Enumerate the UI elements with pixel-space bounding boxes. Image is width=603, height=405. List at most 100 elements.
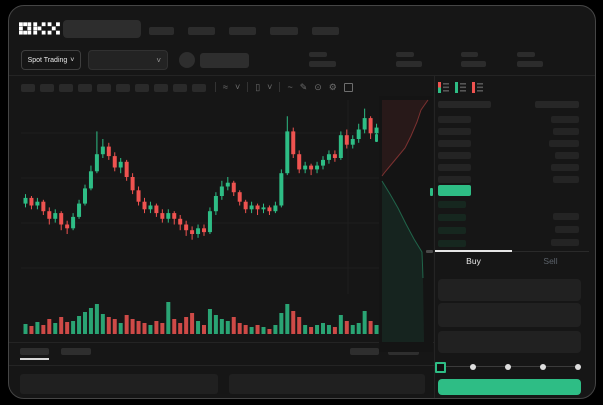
ask-row-price[interactable] [438, 128, 471, 135]
nav-item-placeholder[interactable] [188, 27, 215, 35]
chevron-down-icon[interactable]: ˅ [267, 82, 273, 92]
app-window: Spot Trading ˅ ˅ ≈ ˅ ▯ ˅ ~ ✎ ⊙ ⚙ [8, 5, 596, 399]
settings-icon[interactable]: ⚙ [328, 81, 337, 92]
stat-placeholder [461, 52, 486, 67]
main-nav [149, 27, 339, 35]
orderbook-header-placeholder [535, 101, 579, 108]
nav-item-placeholder[interactable] [229, 27, 256, 35]
last-price-badge[interactable] [438, 185, 471, 196]
bottom-panel-placeholder [229, 374, 425, 394]
panel-divider [434, 76, 435, 398]
chart-type-icon[interactable]: ▯ [255, 81, 261, 92]
active-tab-underline [435, 250, 512, 252]
chevron-down-icon: ˅ [70, 56, 75, 64]
slider-stop[interactable] [540, 364, 546, 370]
orderbook-view-bids-only[interactable] [455, 82, 466, 93]
ask-row-amount [551, 164, 579, 171]
slider-stop[interactable] [470, 364, 476, 370]
okx-logo [19, 22, 60, 35]
amount-field[interactable] [438, 303, 581, 327]
stat-placeholder [396, 52, 422, 67]
timeframe-button[interactable] [21, 84, 35, 92]
search-input[interactable] [63, 20, 141, 38]
price-field[interactable] [438, 279, 581, 301]
ask-row-price[interactable] [438, 152, 471, 159]
volume-chart [23, 302, 379, 334]
coin-icon [179, 52, 195, 68]
slider-stop[interactable] [575, 364, 581, 370]
ask-row-amount [549, 140, 579, 147]
orderbook-header-placeholder [438, 101, 491, 108]
bid-row-price[interactable] [438, 240, 466, 247]
timeframe-button[interactable] [40, 84, 54, 92]
timeframe-button[interactable] [154, 84, 168, 92]
stat-placeholder [517, 52, 543, 67]
chevron-down-icon[interactable]: ˅ [234, 82, 241, 92]
draw-icon[interactable]: ✎ [299, 81, 308, 92]
bid-row-price[interactable] [438, 227, 466, 234]
price-tick [375, 134, 378, 142]
tab-sell[interactable]: Sell [543, 256, 558, 266]
ask-row-amount [553, 176, 579, 183]
indicator-icon[interactable]: ≈ [223, 82, 228, 92]
timeframe-button[interactable] [97, 84, 111, 92]
ask-row-price[interactable] [438, 140, 471, 147]
ask-row-price[interactable] [438, 164, 471, 171]
stat-placeholder [309, 52, 336, 67]
bottom-panel-placeholder [20, 374, 218, 394]
price-tick [430, 188, 433, 196]
timeframe-row [21, 82, 206, 94]
orderbook-view-asks-only[interactable] [472, 82, 483, 93]
timeframe-button[interactable] [192, 84, 206, 92]
bid-row-price[interactable] [438, 201, 466, 208]
chevron-down-icon: ˅ [156, 55, 161, 65]
nav-item-placeholder[interactable] [149, 27, 174, 35]
orderbook-view-both-sides[interactable] [438, 82, 449, 93]
ask-row-amount [551, 116, 579, 123]
total-field[interactable] [438, 331, 581, 353]
divider [9, 365, 434, 366]
pair-name-placeholder [200, 53, 249, 68]
buy-button[interactable] [438, 379, 581, 395]
nav-item-placeholder[interactable] [270, 27, 298, 35]
bottom-tab[interactable] [20, 348, 49, 355]
timeframe-button[interactable] [116, 84, 130, 92]
chart-toolbar-icons: ≈ ˅ ▯ ˅ ~ ✎ ⊙ ⚙ [215, 79, 353, 95]
divider [512, 251, 589, 252]
ask-row-price[interactable] [438, 116, 471, 123]
nav-item-placeholder[interactable] [312, 27, 339, 35]
timeframe-button[interactable] [135, 84, 149, 92]
slider-handle[interactable] [435, 362, 446, 373]
ask-row-price[interactable] [438, 176, 471, 183]
bid-row-amount [555, 226, 579, 233]
bid-row-price[interactable] [438, 214, 466, 221]
bid-row-amount [551, 239, 579, 246]
divider [9, 342, 434, 343]
timeframe-button[interactable] [78, 84, 92, 92]
bottom-tabs [9, 347, 434, 363]
ask-row-amount [555, 152, 579, 159]
camera-icon[interactable]: ⊙ [314, 81, 322, 92]
orderbook-trade-panel: Buy Sell [435, 76, 589, 398]
top-bar [9, 6, 595, 46]
fullscreen-icon[interactable] [343, 82, 353, 92]
timeframe-button[interactable] [173, 84, 187, 92]
active-tab-underline [20, 358, 49, 360]
bid-row-amount [553, 213, 579, 220]
header-divider [9, 75, 595, 76]
line-tool-icon[interactable]: ~ [287, 82, 293, 92]
bottom-tab[interactable] [61, 348, 91, 355]
bottom-action[interactable] [350, 348, 379, 355]
depth-chart [379, 96, 433, 352]
axis-tick [426, 250, 433, 253]
pair-dropdown[interactable]: ˅ [88, 50, 168, 70]
timeframe-button[interactable] [59, 84, 73, 92]
candlestick-chart[interactable] [21, 100, 379, 294]
ask-row-amount [553, 128, 579, 135]
chart-section: ≈ ˅ ▯ ˅ ~ ✎ ⊙ ⚙ [9, 76, 434, 398]
market-type-label: Spot Trading [27, 56, 68, 64]
tab-buy[interactable]: Buy [466, 256, 481, 266]
market-type-selector[interactable]: Spot Trading ˅ [21, 50, 81, 70]
slider-stop[interactable] [505, 364, 511, 370]
